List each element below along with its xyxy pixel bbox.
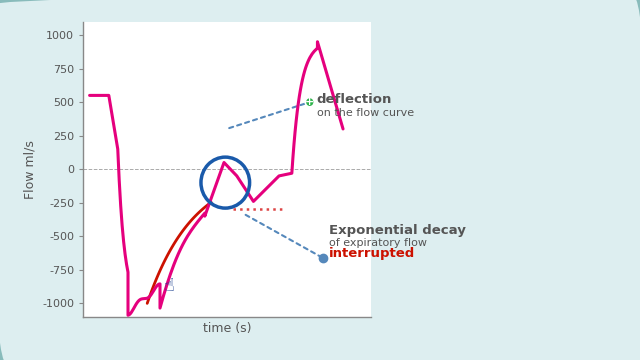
Text: +: + [305,97,314,107]
X-axis label: time (s): time (s) [203,322,252,336]
Text: of expiratory flow: of expiratory flow [329,238,427,248]
Text: Exponential decay: Exponential decay [329,224,466,238]
Text: on the flow curve: on the flow curve [317,108,414,118]
Text: interrupted: interrupted [329,247,415,260]
Ellipse shape [305,98,314,107]
Text: deflection: deflection [317,93,392,106]
Text: ☝: ☝ [163,277,175,295]
Y-axis label: Flow ml/s: Flow ml/s [24,140,36,199]
